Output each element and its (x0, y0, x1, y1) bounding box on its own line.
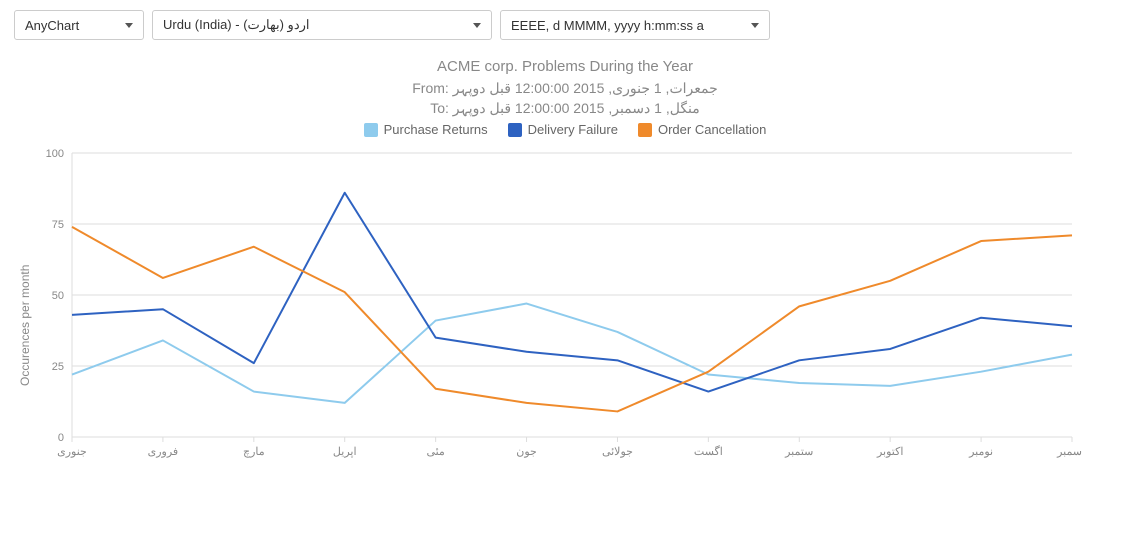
chart-type-value: AnyChart (25, 18, 79, 33)
x-tick-label: نومبر (968, 446, 993, 458)
chevron-down-icon (473, 23, 481, 28)
x-tick-label: مارچ (243, 446, 265, 458)
chart-subtitle-from: From: جمعرات, 1 جنوری, 2015 12:00:00 قبل… (14, 78, 1116, 98)
x-tick-label: اکتوبر (876, 446, 903, 458)
legend-label: Purchase Returns (384, 122, 488, 137)
x-tick-label: ستمبر (784, 446, 813, 458)
from-label: From: (412, 80, 449, 96)
x-tick-label: فروری (148, 446, 179, 458)
series-line (72, 304, 1072, 403)
legend-item[interactable]: Purchase Returns (364, 122, 488, 137)
x-tick-label: دسمبر (1056, 446, 1082, 458)
locale-dropdown[interactable]: Urdu (India) - اردو (بھارت) (152, 10, 492, 40)
chart-type-dropdown[interactable]: AnyChart (14, 10, 144, 40)
line-chart-svg: 0 25 50 75 100 جنوری فروری مارچ اپریل مئی جون جولائ… (32, 145, 1082, 465)
x-tick-label: جون (516, 446, 537, 458)
chart-subtitle-to: To: منگل, 1 دسمبر, 2015 12:00:00 قبل دوپ… (14, 98, 1116, 118)
from-value: جمعرات, 1 جنوری, 2015 12:00:00 قبل دوپہر (453, 80, 718, 96)
legend-item[interactable]: Order Cancellation (638, 122, 766, 137)
y-axis-label: Occurences per month (14, 145, 32, 505)
y-tick-label: 50 (52, 290, 64, 302)
chart-titles: ACME corp. Problems During the Year From… (14, 56, 1116, 118)
controls-row: AnyChart Urdu (India) - اردو (بھارت) EEE… (14, 10, 1116, 40)
y-tick-label: 100 (46, 148, 64, 160)
chart-legend: Purchase Returns Delivery Failure Order Ca… (14, 122, 1116, 137)
series-line (72, 227, 1072, 412)
y-tick-label: 0 (58, 432, 64, 444)
legend-swatch (638, 123, 652, 137)
x-tick-label: اگست (694, 445, 723, 458)
x-tick-label: اپریل (333, 446, 357, 458)
to-value: منگل, 1 دسمبر, 2015 12:00:00 قبل دوپہر (453, 100, 700, 116)
locale-value: Urdu (India) - اردو (بھارت) (163, 17, 310, 33)
legend-label: Delivery Failure (528, 122, 618, 137)
chevron-down-icon (751, 23, 759, 28)
x-tick-label: مئی (426, 446, 444, 458)
x-tick-label: جولائی (602, 446, 633, 458)
legend-swatch (364, 123, 378, 137)
format-dropdown[interactable]: EEEE, d MMMM, yyyy h:mm:ss a (500, 10, 770, 40)
y-tick-label: 25 (52, 361, 64, 373)
chevron-down-icon (125, 23, 133, 28)
x-tick-label: جنوری (57, 446, 87, 458)
y-tick-label: 75 (52, 219, 64, 231)
to-label: To: (430, 100, 449, 116)
legend-label: Order Cancellation (658, 122, 766, 137)
chart-main-title: ACME corp. Problems During the Year (14, 56, 1116, 78)
legend-swatch (508, 123, 522, 137)
format-value: EEEE, d MMMM, yyyy h:mm:ss a (511, 18, 704, 33)
legend-item[interactable]: Delivery Failure (508, 122, 618, 137)
chart-area: Occurences per month 0 25 50 75 100 جنوری فرور… (14, 145, 1116, 505)
series-line (72, 193, 1072, 392)
